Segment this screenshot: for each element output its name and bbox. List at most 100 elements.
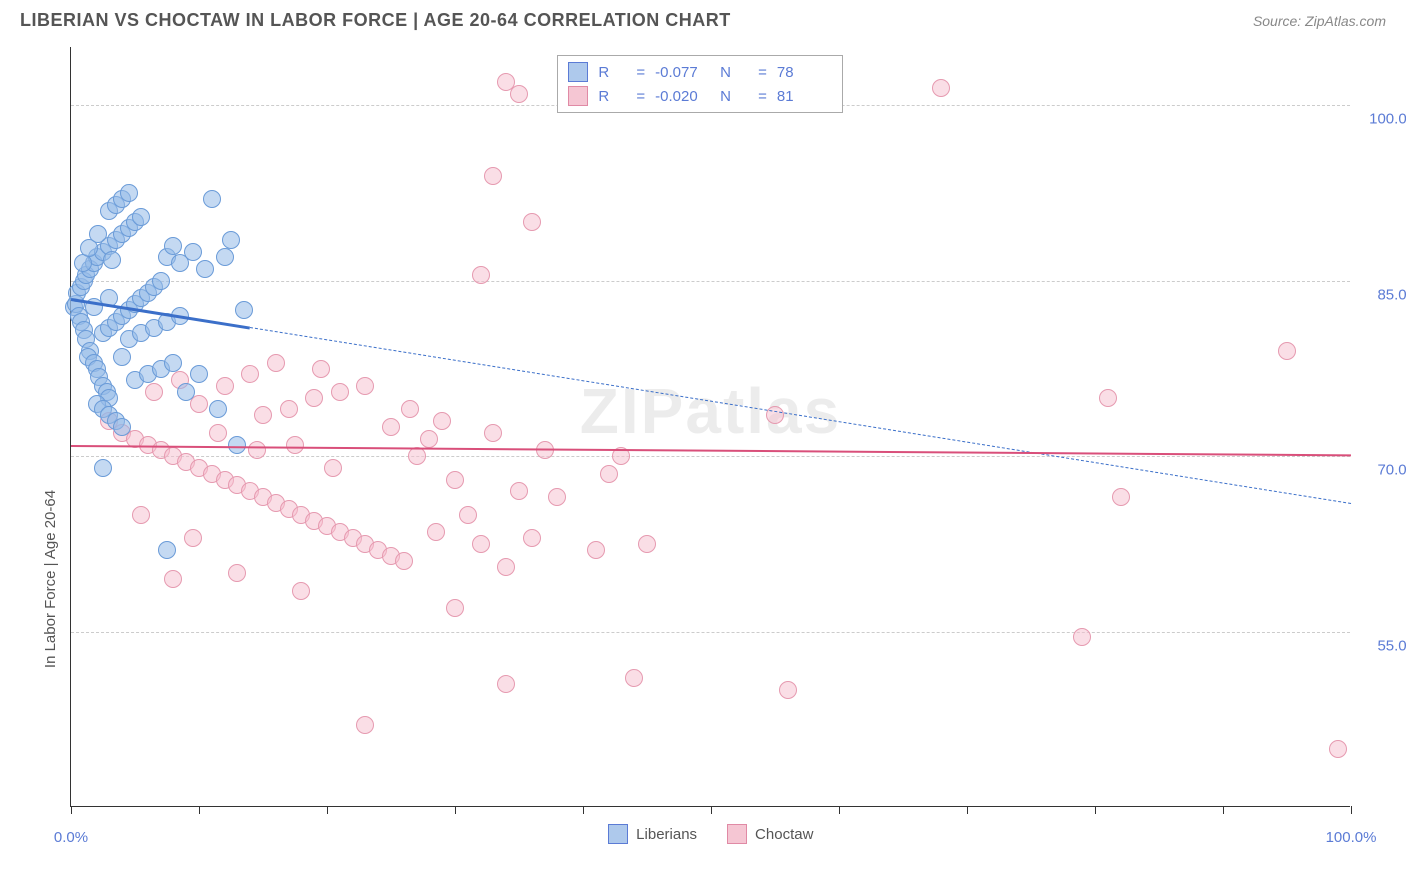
legend-swatch xyxy=(568,62,588,82)
data-point xyxy=(427,523,445,541)
data-point xyxy=(89,225,107,243)
data-point xyxy=(132,506,150,524)
data-point xyxy=(94,459,112,477)
data-point xyxy=(120,184,138,202)
legend-item: Liberians xyxy=(608,824,697,844)
x-tick-label: 0.0% xyxy=(54,829,88,846)
y-tick-label: 85.0% xyxy=(1360,286,1406,303)
y-axis-label: In Labor Force | Age 20-64 xyxy=(42,490,59,668)
data-point xyxy=(446,599,464,617)
x-tick xyxy=(327,806,328,814)
data-point xyxy=(209,424,227,442)
data-point xyxy=(1073,628,1091,646)
data-point xyxy=(548,488,566,506)
data-point xyxy=(190,365,208,383)
data-point xyxy=(248,441,266,459)
stat-equals: = xyxy=(758,64,767,81)
data-point xyxy=(164,354,182,372)
stat-r-value: -0.077 xyxy=(655,64,710,81)
data-point xyxy=(401,400,419,418)
data-point xyxy=(292,582,310,600)
data-point xyxy=(267,354,285,372)
chart-header: LIBERIAN VS CHOCTAW IN LABOR FORCE | AGE… xyxy=(0,0,1406,37)
x-tick xyxy=(1223,806,1224,814)
stat-n-label: N xyxy=(720,88,748,105)
data-point xyxy=(510,85,528,103)
x-tick xyxy=(711,806,712,814)
data-point xyxy=(132,208,150,226)
data-point xyxy=(324,459,342,477)
data-point xyxy=(254,406,272,424)
x-tick xyxy=(583,806,584,814)
data-point xyxy=(408,447,426,465)
legend-swatch xyxy=(608,824,628,844)
data-point xyxy=(625,669,643,687)
stat-r-label: R xyxy=(598,88,626,105)
data-point xyxy=(382,418,400,436)
data-point xyxy=(587,541,605,559)
data-point xyxy=(484,167,502,185)
data-point xyxy=(305,389,323,407)
data-point xyxy=(1112,488,1130,506)
data-point xyxy=(216,248,234,266)
data-point xyxy=(459,506,477,524)
legend-swatch xyxy=(727,824,747,844)
data-point xyxy=(1329,740,1347,758)
chart-source: Source: ZipAtlas.com xyxy=(1253,13,1386,29)
series-legend: Liberians Choctaw xyxy=(608,824,813,844)
data-point xyxy=(113,348,131,366)
data-point xyxy=(484,424,502,442)
data-point xyxy=(433,412,451,430)
data-point xyxy=(152,272,170,290)
data-point xyxy=(1099,389,1117,407)
stat-n-value: 81 xyxy=(777,88,832,105)
data-point xyxy=(280,400,298,418)
legend-item: Choctaw xyxy=(727,824,813,844)
x-tick xyxy=(839,806,840,814)
data-point xyxy=(472,535,490,553)
chart-title: LIBERIAN VS CHOCTAW IN LABOR FORCE | AGE… xyxy=(20,10,731,31)
data-point xyxy=(779,681,797,699)
data-point xyxy=(209,400,227,418)
x-tick xyxy=(455,806,456,814)
data-point xyxy=(523,529,541,547)
stat-equals: = xyxy=(636,64,645,81)
data-point xyxy=(103,251,121,269)
x-tick-label: 100.0% xyxy=(1326,829,1377,846)
legend-row: R = -0.020 N = 81 xyxy=(568,84,832,108)
chart-container: 55.0%70.0%85.0%100.0%0.0%100.0%ZIPatlasR… xyxy=(20,37,1386,857)
data-point xyxy=(472,266,490,284)
stat-r-label: R xyxy=(598,64,626,81)
y-tick-label: 55.0% xyxy=(1360,637,1406,654)
legend-label: Liberians xyxy=(636,826,697,843)
data-point xyxy=(145,383,163,401)
data-point xyxy=(600,465,618,483)
plot-area: 55.0%70.0%85.0%100.0%0.0%100.0%ZIPatlasR… xyxy=(70,47,1350,807)
data-point xyxy=(356,377,374,395)
data-point xyxy=(331,383,349,401)
data-point xyxy=(196,260,214,278)
data-point xyxy=(177,383,195,401)
data-point xyxy=(497,558,515,576)
y-tick-label: 70.0% xyxy=(1360,462,1406,479)
data-point xyxy=(356,716,374,734)
data-point xyxy=(113,418,131,436)
stat-n-label: N xyxy=(720,64,748,81)
x-tick xyxy=(967,806,968,814)
data-point xyxy=(1278,342,1296,360)
data-point xyxy=(312,360,330,378)
x-tick xyxy=(1351,806,1352,814)
data-point xyxy=(164,237,182,255)
stat-equals: = xyxy=(636,88,645,105)
data-point xyxy=(235,301,253,319)
stat-r-value: -0.020 xyxy=(655,88,710,105)
y-tick-label: 100.0% xyxy=(1360,111,1406,128)
x-tick xyxy=(199,806,200,814)
data-point xyxy=(395,552,413,570)
x-tick xyxy=(71,806,72,814)
stat-equals: = xyxy=(758,88,767,105)
data-point xyxy=(184,243,202,261)
data-point xyxy=(932,79,950,97)
data-point xyxy=(241,365,259,383)
correlation-legend: R=-0.077N=78R=-0.020N=81 xyxy=(557,55,843,113)
